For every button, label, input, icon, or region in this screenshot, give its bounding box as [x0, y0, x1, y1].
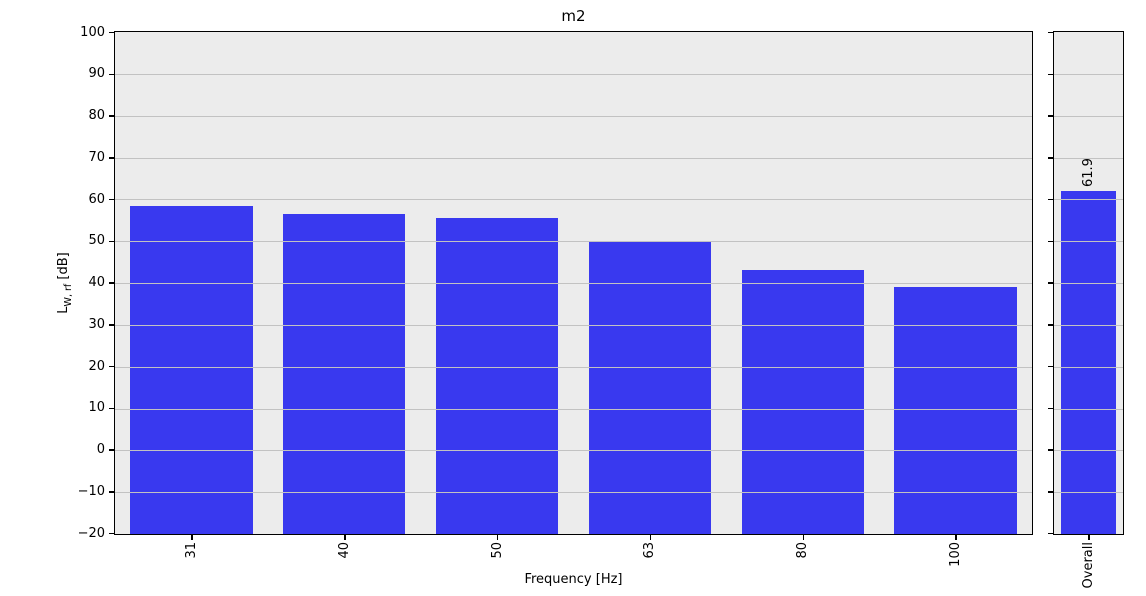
- y-tick: [1048, 157, 1053, 159]
- y-tick: [109, 365, 114, 368]
- y-tick-label: 100: [80, 24, 105, 40]
- x-tick-label: Overall: [1081, 542, 1096, 589]
- y-tick: [1048, 115, 1053, 117]
- y-tick: [1048, 198, 1053, 201]
- y-tick: [109, 532, 114, 535]
- x-tick: [191, 535, 193, 540]
- y-tick: [1048, 31, 1053, 34]
- x-tick: [344, 535, 346, 540]
- y-tick: [109, 240, 114, 242]
- x-tick-label: 31: [183, 542, 199, 559]
- bar-overall: [1060, 191, 1117, 534]
- y-tick: [109, 198, 114, 201]
- y-tick: [1048, 240, 1053, 242]
- bar-63: [588, 242, 712, 534]
- y-tick-label: −10: [77, 483, 105, 499]
- gridline: [1054, 157, 1123, 159]
- gridline: [1054, 366, 1123, 368]
- x-tick: [802, 535, 804, 540]
- y-tick: [109, 491, 114, 493]
- y-tick: [109, 157, 114, 159]
- gridline: [115, 283, 1032, 284]
- x-tick-label: 100: [948, 542, 964, 567]
- gridline: [115, 408, 1032, 410]
- gridline: [1054, 115, 1123, 117]
- gridline: [115, 157, 1032, 159]
- y-tick-label: 60: [88, 191, 105, 207]
- y-tick: [109, 449, 114, 451]
- y-tick: [109, 31, 114, 34]
- gridline: [115, 199, 1032, 201]
- gridline: [115, 73, 1032, 75]
- y-tick-label: −20: [77, 525, 105, 541]
- bar-80: [741, 270, 864, 534]
- gridline: [1054, 492, 1123, 494]
- y-tick-label: 10: [88, 400, 105, 416]
- y-tick-label: 50: [88, 233, 105, 249]
- bar-40: [283, 214, 406, 534]
- y-tick-label: 20: [88, 358, 105, 374]
- gridline: [1054, 408, 1123, 410]
- y-tick: [1048, 324, 1053, 326]
- y-tick: [1048, 532, 1053, 535]
- gridline: [115, 241, 1032, 243]
- y-tick: [1048, 491, 1053, 493]
- gridline: [115, 492, 1032, 494]
- y-tick: [1048, 449, 1053, 451]
- chart-title: m2: [561, 7, 586, 25]
- y-tick: [109, 324, 114, 326]
- x-tick-label: 63: [642, 542, 658, 559]
- overall-axes: [1053, 31, 1124, 535]
- y-tick: [109, 115, 114, 117]
- y-tick-label: 0: [96, 442, 105, 457]
- x-tick: [649, 535, 652, 540]
- gridline: [1054, 199, 1123, 201]
- y-tick-label: 70: [88, 149, 105, 165]
- x-tick-label: 50: [489, 542, 505, 559]
- y-tick: [1048, 407, 1053, 409]
- gridline: [1054, 450, 1123, 452]
- x-tick: [1088, 535, 1090, 540]
- y-tick: [1048, 365, 1053, 368]
- gridline: [115, 450, 1032, 452]
- y-axis-label-base: L: [56, 306, 72, 314]
- gridline: [1054, 324, 1123, 326]
- x-axis-label: Frequency [Hz]: [524, 572, 623, 587]
- gridline: [1054, 241, 1123, 243]
- y-tick-label: 30: [88, 316, 105, 332]
- y-tick: [1048, 282, 1053, 284]
- gridline: [1054, 283, 1123, 284]
- gridline: [1054, 73, 1123, 75]
- gridline: [115, 366, 1032, 368]
- x-tick: [955, 535, 957, 540]
- y-tick: [109, 282, 114, 284]
- x-tick-label: 40: [336, 542, 352, 559]
- gridline: [115, 115, 1032, 117]
- overall-value-label: 61.9: [1081, 157, 1096, 187]
- bar-31: [130, 205, 253, 534]
- y-tick-label: 90: [88, 66, 105, 82]
- x-tick-label: 80: [795, 542, 811, 559]
- gridline: [115, 324, 1032, 326]
- y-tick: [109, 407, 114, 409]
- y-tick-label: 40: [88, 275, 105, 290]
- x-tick: [496, 535, 499, 540]
- bar-50: [435, 217, 559, 534]
- y-tick: [1048, 73, 1053, 75]
- main-axes: [114, 31, 1033, 535]
- y-tick: [109, 73, 114, 75]
- y-tick-label: 80: [88, 108, 105, 123]
